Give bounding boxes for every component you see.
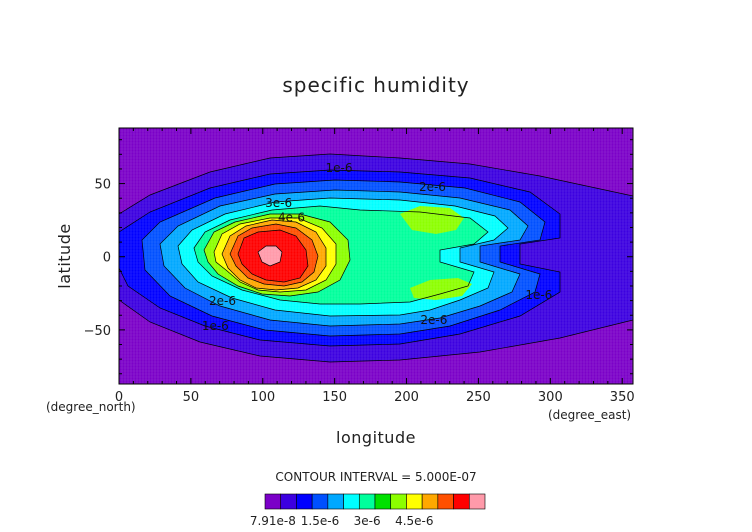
contour-line-10 — [229, 223, 319, 287]
colorbar-swatch — [358, 493, 376, 510]
contour-line-6 — [193, 205, 489, 305]
colorbar-swatch — [327, 493, 344, 510]
x-tick-label: 200 — [394, 390, 419, 405]
contour-line-1 — [119, 153, 633, 363]
contour-label-7: 2e-6 — [420, 313, 447, 327]
contour-label-3: 3e-6 — [265, 196, 292, 210]
contour-line-4 — [159, 189, 529, 327]
contour-line-5 — [177, 197, 509, 317]
colorbar-swatch — [311, 493, 329, 510]
contour-label-1: 1e-6 — [325, 161, 352, 175]
contour-line-9 — [221, 219, 327, 291]
y-axis-unit: (degree_north) — [46, 400, 136, 414]
x-tick-label: 350 — [610, 390, 635, 405]
colorbar-swatch — [453, 493, 470, 510]
contour-label-8: 1e-6 — [525, 288, 552, 302]
contour-band-12 — [258, 246, 282, 266]
contour-line-11 — [237, 229, 309, 283]
colorbar-swatch — [296, 493, 313, 510]
plot-area: 1e-6 2e-6 3e-64e-6 2e-6 1e-6 2e-6 1e-6 — [118, 127, 634, 385]
contour-line-3 — [141, 179, 546, 337]
contour-label-5: 2e-6 — [209, 294, 236, 308]
plot-frame — [118, 127, 634, 385]
contour-interval-text: CONTOUR INTERVAL = 5.000E-07 — [275, 470, 476, 484]
colorbar-swatch — [264, 493, 282, 510]
x-tick-label: 50 — [183, 390, 200, 405]
y-tick-label: −50 — [84, 324, 111, 339]
y-tick-label: 0 — [103, 251, 111, 266]
x-axis-label: longitude — [336, 428, 416, 447]
colorbar-ticks: 7.91e-8 1.5e-6 3e-6 4.5e-6 — [250, 514, 434, 528]
y-tick-label: 50 — [94, 178, 111, 193]
contour-band-patch-north — [400, 206, 464, 234]
colorbar-swatch — [374, 493, 392, 510]
colorbar-swatch — [390, 493, 407, 510]
x-tick-label: 250 — [466, 390, 491, 405]
contour-line-7 — [203, 213, 351, 297]
chart-title: specific humidity — [282, 73, 469, 97]
colorbar-swatch — [437, 493, 454, 510]
y-axis-label: latitude — [55, 223, 74, 288]
contour-label-2: 2e-6 — [419, 180, 446, 194]
colorbar-tick-label: 1.5e-6 — [301, 514, 339, 528]
x-tick-label: 300 — [538, 390, 563, 405]
colorbar-tick-label: 7.91e-8 — [250, 514, 296, 528]
colorbar-tick-label: 4.5e-6 — [395, 514, 433, 528]
contour-line-12 — [257, 245, 283, 267]
x-axis-unit: (degree_east) — [548, 408, 631, 422]
colorbar-swatch — [280, 493, 297, 510]
contour-line-8 — [213, 217, 337, 293]
colorbar-swatch — [421, 493, 439, 510]
x-axis: 0 50 100 150 200 250 300 350 — [115, 128, 635, 405]
contour-band-patch-south — [410, 278, 472, 300]
colorbar-swatch — [468, 493, 486, 510]
contour-label-4: 4e-6 — [278, 211, 305, 225]
colorbar-swatch — [406, 493, 423, 510]
y-axis: 50 0 −50 — [84, 139, 633, 375]
colorbar — [264, 493, 486, 510]
x-tick-label: 0 — [115, 390, 123, 405]
contour-line-2 — [119, 169, 561, 347]
colorbar-swatch — [343, 493, 360, 510]
colorbar-tick-label: 3e-6 — [354, 514, 381, 528]
contour-label-6: 1e-6 — [202, 319, 229, 333]
x-tick-label: 150 — [322, 390, 347, 405]
x-tick-label: 100 — [250, 390, 275, 405]
